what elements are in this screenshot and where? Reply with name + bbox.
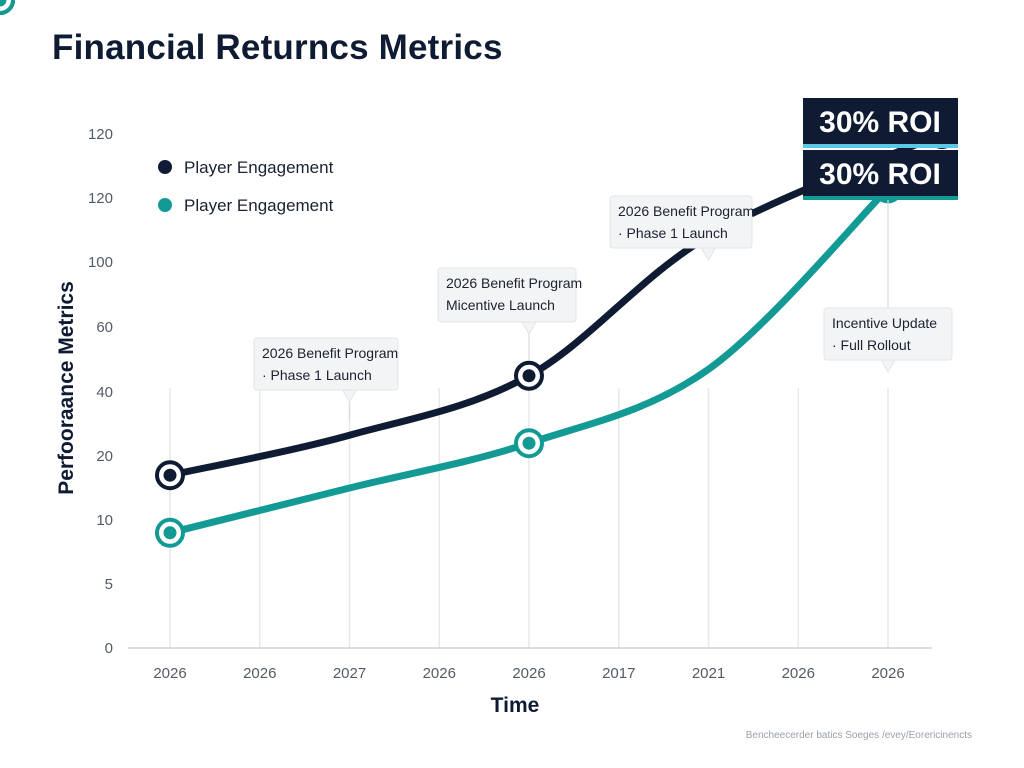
- y-tick-label: 5: [105, 576, 113, 593]
- callout-box: [253, 337, 399, 391]
- roi-badge-accent: [803, 196, 958, 200]
- y-tick-label: 20: [96, 448, 113, 465]
- annotation-text: Micentive Launch: [446, 297, 555, 313]
- annotation-text: 2026 Benefit Program: [618, 203, 754, 219]
- y-tick-label: 40: [96, 384, 113, 401]
- y-tick-label: 0: [105, 640, 113, 657]
- callout-pointer: [521, 321, 537, 335]
- roi-badge: 30% ROI: [803, 150, 958, 200]
- annotation-text: · Full Rollout: [832, 337, 911, 353]
- annotation-text: · Phase 1 Launch: [262, 367, 372, 383]
- y-tick-label: 100: [88, 254, 113, 271]
- roi-badge-text: 30% ROI: [819, 158, 941, 191]
- legend-label: Player Engagement: [184, 196, 334, 215]
- x-tick-label: 2026: [153, 665, 186, 682]
- callout-pointer: [880, 359, 896, 373]
- roi-badge-accent: [803, 144, 958, 148]
- data-point: [522, 369, 536, 383]
- data-point: [163, 468, 177, 482]
- data-point: [163, 526, 177, 540]
- x-tick-label: 2026: [423, 665, 456, 682]
- callout-pointer: [700, 247, 717, 261]
- footnote: Bencheecerder batics Soeges /evey/Eoreri…: [745, 730, 972, 741]
- x-tick-label: 2026: [871, 665, 904, 682]
- y-tick-label: 60: [96, 319, 113, 336]
- annotation-text: 2026 Benefit Program: [446, 275, 582, 291]
- x-tick-label: 2021: [692, 665, 725, 682]
- y-axis-title: Perfooraance Metrics: [55, 281, 78, 495]
- callout-box: [437, 267, 577, 323]
- roi-badge: 30% ROI: [803, 98, 958, 148]
- x-tick-label: 2026: [243, 665, 276, 682]
- callout-pointer: [341, 389, 358, 403]
- x-tick-label: 2026: [512, 665, 545, 682]
- gridlines: [169, 388, 889, 648]
- y-tick-label: 10: [96, 512, 113, 529]
- annotation-text: 2026 Benefit Program: [262, 345, 398, 361]
- x-tick-label: 2026: [782, 665, 815, 682]
- x-tick-label: 2027: [333, 665, 366, 682]
- y-tick-label: 120: [88, 190, 113, 207]
- annotation-text: Incentive Update: [832, 315, 937, 331]
- x-tick-label: 2017: [602, 665, 635, 682]
- callout-box: [609, 195, 753, 249]
- data-point: [0, 0, 7, 7]
- chart-title: Financial Returncs Metrics: [52, 28, 503, 67]
- annotation-callout: Incentive Update · Full Rollout: [823, 172, 953, 373]
- annotation-callout: 2026 Benefit Program · Phase 1 Launch: [253, 337, 399, 420]
- y-tick-label: 120: [88, 126, 113, 143]
- roi-badge-bg: [803, 150, 958, 196]
- annotations: 2026 Benefit Program· Phase 1 Launch2026…: [253, 172, 953, 420]
- legend-label: Player Engagement: [184, 158, 334, 177]
- annotation-text: · Phase 1 Launch: [618, 225, 728, 241]
- legend-marker: [158, 198, 172, 212]
- annotation-callout: 2026 Benefit Program Micentive Launch: [437, 267, 582, 360]
- legend-marker: [158, 160, 172, 174]
- roi-badge-text: 30% ROI: [819, 106, 941, 139]
- roi-badge-bg: [803, 98, 958, 144]
- data-point: [522, 436, 536, 450]
- legend: Player Engagement Player Engagement: [158, 158, 334, 215]
- axes: 0 5 10 20 40 60 100 120 120 2026 2026 2027 2026 2026 2…: [55, 126, 932, 717]
- annotation-callout: 2026 Benefit Program · Phase 1 Launch: [609, 195, 754, 261]
- x-axis-title: Time: [491, 694, 540, 717]
- roi-badges: 30% ROI 30% ROI: [803, 98, 958, 200]
